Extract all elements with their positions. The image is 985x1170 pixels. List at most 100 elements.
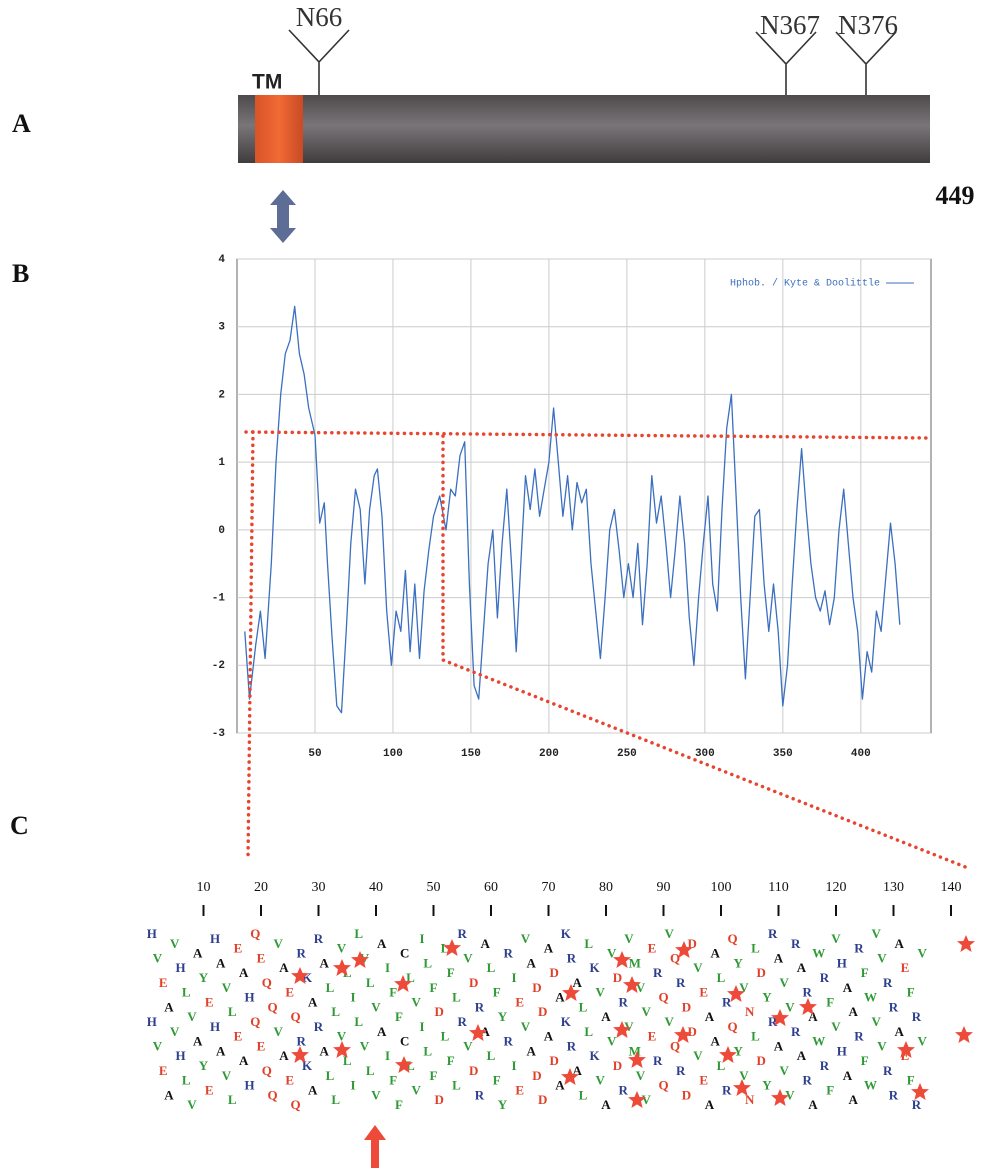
residue: E: [901, 960, 910, 975]
residue: H: [147, 926, 157, 941]
residue: L: [366, 1063, 375, 1078]
residue: R: [458, 1014, 468, 1029]
residue: A: [308, 994, 318, 1009]
residue: A: [705, 1097, 715, 1112]
residue: A: [377, 1024, 387, 1039]
residue: E: [257, 1038, 266, 1053]
site-glyph: [835, 31, 897, 95]
x-tick-label: 100: [383, 748, 403, 760]
residue: Y: [498, 1097, 508, 1112]
residue: V: [412, 1082, 422, 1097]
residue: A: [555, 1078, 565, 1093]
residue: R: [768, 926, 778, 941]
residue: D: [469, 1063, 478, 1078]
residue: L: [182, 1073, 191, 1088]
residue: E: [234, 941, 243, 956]
residue: F: [447, 1053, 455, 1068]
residue: N: [745, 1092, 755, 1107]
residue: I: [350, 990, 355, 1005]
residue: Y: [199, 1058, 209, 1073]
residue: A: [601, 1097, 611, 1112]
residue: R: [803, 985, 813, 1000]
double-arrow: [270, 190, 296, 243]
y-tick-label: -3: [212, 728, 226, 740]
x-tick-label: 300: [695, 748, 715, 760]
residue: W: [864, 1078, 877, 1093]
residue: F: [826, 994, 834, 1009]
residue: F: [389, 985, 397, 1000]
residue: R: [676, 1063, 686, 1078]
residue: E: [699, 1073, 708, 1088]
residue: A: [797, 960, 807, 975]
residue: D: [613, 1058, 622, 1073]
residue: V: [153, 1038, 163, 1053]
residue: L: [366, 975, 375, 990]
residue: Q: [727, 1019, 737, 1034]
residue: V: [642, 1092, 652, 1107]
residue: V: [337, 941, 347, 956]
residue: H: [244, 1078, 254, 1093]
residue: Y: [199, 970, 209, 985]
residue: V: [187, 1097, 197, 1112]
residue: E: [205, 1082, 214, 1097]
residue: L: [354, 926, 363, 941]
residue: V: [877, 950, 887, 965]
residue: D: [538, 1092, 547, 1107]
residue: A: [164, 1087, 174, 1102]
residue: K: [589, 1048, 600, 1063]
ruler-label: 100: [711, 880, 732, 895]
residue: L: [487, 960, 496, 975]
residue: R: [504, 1034, 514, 1049]
y-tick-label: 4: [218, 254, 225, 266]
residue: L: [331, 1004, 340, 1019]
residue: V: [785, 1087, 795, 1102]
residue: V: [412, 994, 422, 1009]
residue: A: [849, 1092, 859, 1107]
residue: A: [308, 1082, 318, 1097]
residue: R: [297, 946, 307, 961]
residue: F: [430, 980, 438, 995]
ruler-label: 90: [657, 880, 671, 895]
ruler-label: 110: [768, 880, 788, 895]
site-glyph: [288, 29, 350, 95]
residue: A: [808, 1097, 818, 1112]
residue: L: [423, 1043, 432, 1058]
residue: R: [458, 926, 468, 941]
hca-plot: 10 20 30 40 50 60 70 80 90 100 110 120 130 140HHVVEEA…: [147, 880, 962, 1112]
residue: A: [279, 960, 289, 975]
residue: V: [187, 1009, 197, 1024]
ruler-label: 10: [197, 880, 211, 895]
residue: Q: [262, 975, 272, 990]
residue: K: [302, 970, 313, 985]
residue: R: [854, 1029, 864, 1044]
residue: V: [596, 1073, 606, 1088]
residue: Y: [498, 1009, 508, 1024]
residue: W: [812, 946, 825, 961]
residue: A: [193, 1034, 203, 1049]
residue: R: [883, 975, 893, 990]
residue: N: [745, 1004, 755, 1019]
residue: E: [648, 941, 657, 956]
residue: L: [584, 1024, 593, 1039]
residue: L: [452, 990, 461, 1005]
ruler-label: 80: [599, 880, 613, 895]
protein-bar: [238, 95, 930, 163]
residue: I: [350, 1078, 355, 1093]
residue: L: [331, 1092, 340, 1107]
residue: V: [521, 931, 531, 946]
residue: C: [400, 946, 409, 961]
residue: A: [895, 936, 905, 951]
residue: R: [820, 1058, 830, 1073]
residue: A: [774, 1038, 784, 1053]
residue: V: [918, 1034, 928, 1049]
data-line: [244, 305, 901, 714]
residue: V: [831, 1019, 841, 1034]
length-label: 449: [936, 181, 975, 210]
site-label: N66: [296, 2, 343, 32]
residue: F: [395, 1009, 403, 1024]
residue: V: [693, 1048, 703, 1063]
residue: V: [170, 1024, 180, 1039]
x-tick-label: 50: [308, 748, 321, 760]
